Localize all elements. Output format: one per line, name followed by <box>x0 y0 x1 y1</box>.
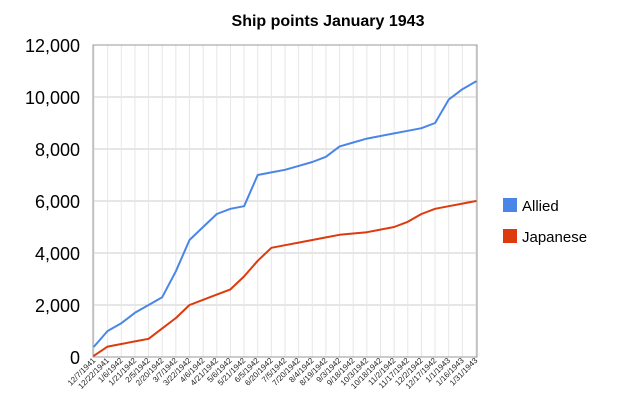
y-tick-label: 10,000 <box>25 88 80 108</box>
y-tick-label: 4,000 <box>35 244 80 264</box>
data-point-allied <box>188 239 191 241</box>
data-point-allied <box>434 122 436 124</box>
data-point-allied <box>93 345 95 348</box>
data-point-japanese <box>243 275 245 278</box>
data-point-japanese <box>379 228 382 231</box>
y-tick-label: 8,000 <box>35 140 80 160</box>
plot-frame <box>92 44 478 358</box>
data-point-allied <box>120 322 123 325</box>
data-point-allied <box>147 304 150 306</box>
data-point-allied <box>379 135 382 137</box>
data-point-allied <box>420 127 423 129</box>
data-point-allied <box>406 130 409 132</box>
data-point-allied <box>393 132 395 135</box>
legend-swatch-japanese <box>503 229 517 243</box>
data-point-japanese <box>406 221 409 223</box>
y-tick-label: 0 <box>70 348 80 368</box>
data-point-japanese <box>202 299 204 301</box>
data-point-japanese <box>284 244 286 246</box>
data-point-japanese <box>120 343 123 345</box>
data-point-allied <box>475 80 477 83</box>
data-point-japanese <box>447 205 450 207</box>
data-point-allied <box>175 270 177 273</box>
data-point-japanese <box>147 338 150 340</box>
data-point-japanese <box>393 226 395 228</box>
data-point-allied <box>352 141 355 144</box>
data-point-allied <box>447 98 450 101</box>
data-point-allied <box>161 296 164 299</box>
data-point-japanese <box>366 231 368 233</box>
series-lines <box>93 80 477 357</box>
data-point-allied <box>338 145 341 148</box>
data-point-japanese <box>161 327 164 330</box>
data-point-allied <box>243 205 245 207</box>
data-point-japanese <box>256 260 259 262</box>
data-point-allied <box>202 226 204 228</box>
data-point-japanese <box>434 208 436 210</box>
legend-label-allied: Allied <box>522 198 559 215</box>
data-point-japanese <box>229 288 232 291</box>
data-point-allied <box>270 171 273 174</box>
y-tick-label: 12,000 <box>25 36 80 56</box>
data-point-japanese <box>93 354 95 357</box>
data-point-allied <box>256 174 259 176</box>
data-point-allied <box>325 156 327 158</box>
data-point-japanese <box>420 213 423 215</box>
data-point-japanese <box>270 247 273 249</box>
data-point-japanese <box>311 239 314 241</box>
data-point-allied <box>311 161 314 163</box>
data-point-japanese <box>325 236 327 239</box>
data-point-japanese <box>175 317 177 319</box>
data-point-japanese <box>106 345 109 348</box>
data-point-japanese <box>338 234 341 236</box>
data-point-allied <box>229 208 232 210</box>
legend: Allied Japanese <box>503 198 587 246</box>
data-point-allied <box>366 137 368 140</box>
data-point-allied <box>106 330 109 332</box>
data-point-allied <box>134 312 136 314</box>
data-point-japanese <box>461 202 464 205</box>
chart-title: Ship points January 1943 <box>232 13 425 30</box>
legend-swatch-allied <box>503 198 517 212</box>
data-point-japanese <box>475 200 477 202</box>
y-tick-label: 6,000 <box>35 192 80 212</box>
legend-label-japanese: Japanese <box>522 229 587 246</box>
data-point-japanese <box>297 241 300 244</box>
y-tick-label: 2,000 <box>35 296 80 316</box>
data-point-allied <box>297 165 300 167</box>
data-point-japanese <box>215 293 218 296</box>
y-axis-ticks: 0 2,000 4,000 6,000 8,000 10,000 12,000 <box>25 36 80 368</box>
data-point-japanese <box>134 340 136 343</box>
axes <box>92 44 478 358</box>
data-point-allied <box>461 88 464 90</box>
gridlines <box>93 44 477 358</box>
data-point-japanese <box>188 304 191 306</box>
data-point-allied <box>215 213 218 215</box>
x-axis-ticks: 12/7/194112/22/19411/6/19421/21/19422/5/… <box>66 356 480 391</box>
data-point-allied <box>284 169 286 171</box>
data-point-japanese <box>352 232 355 235</box>
